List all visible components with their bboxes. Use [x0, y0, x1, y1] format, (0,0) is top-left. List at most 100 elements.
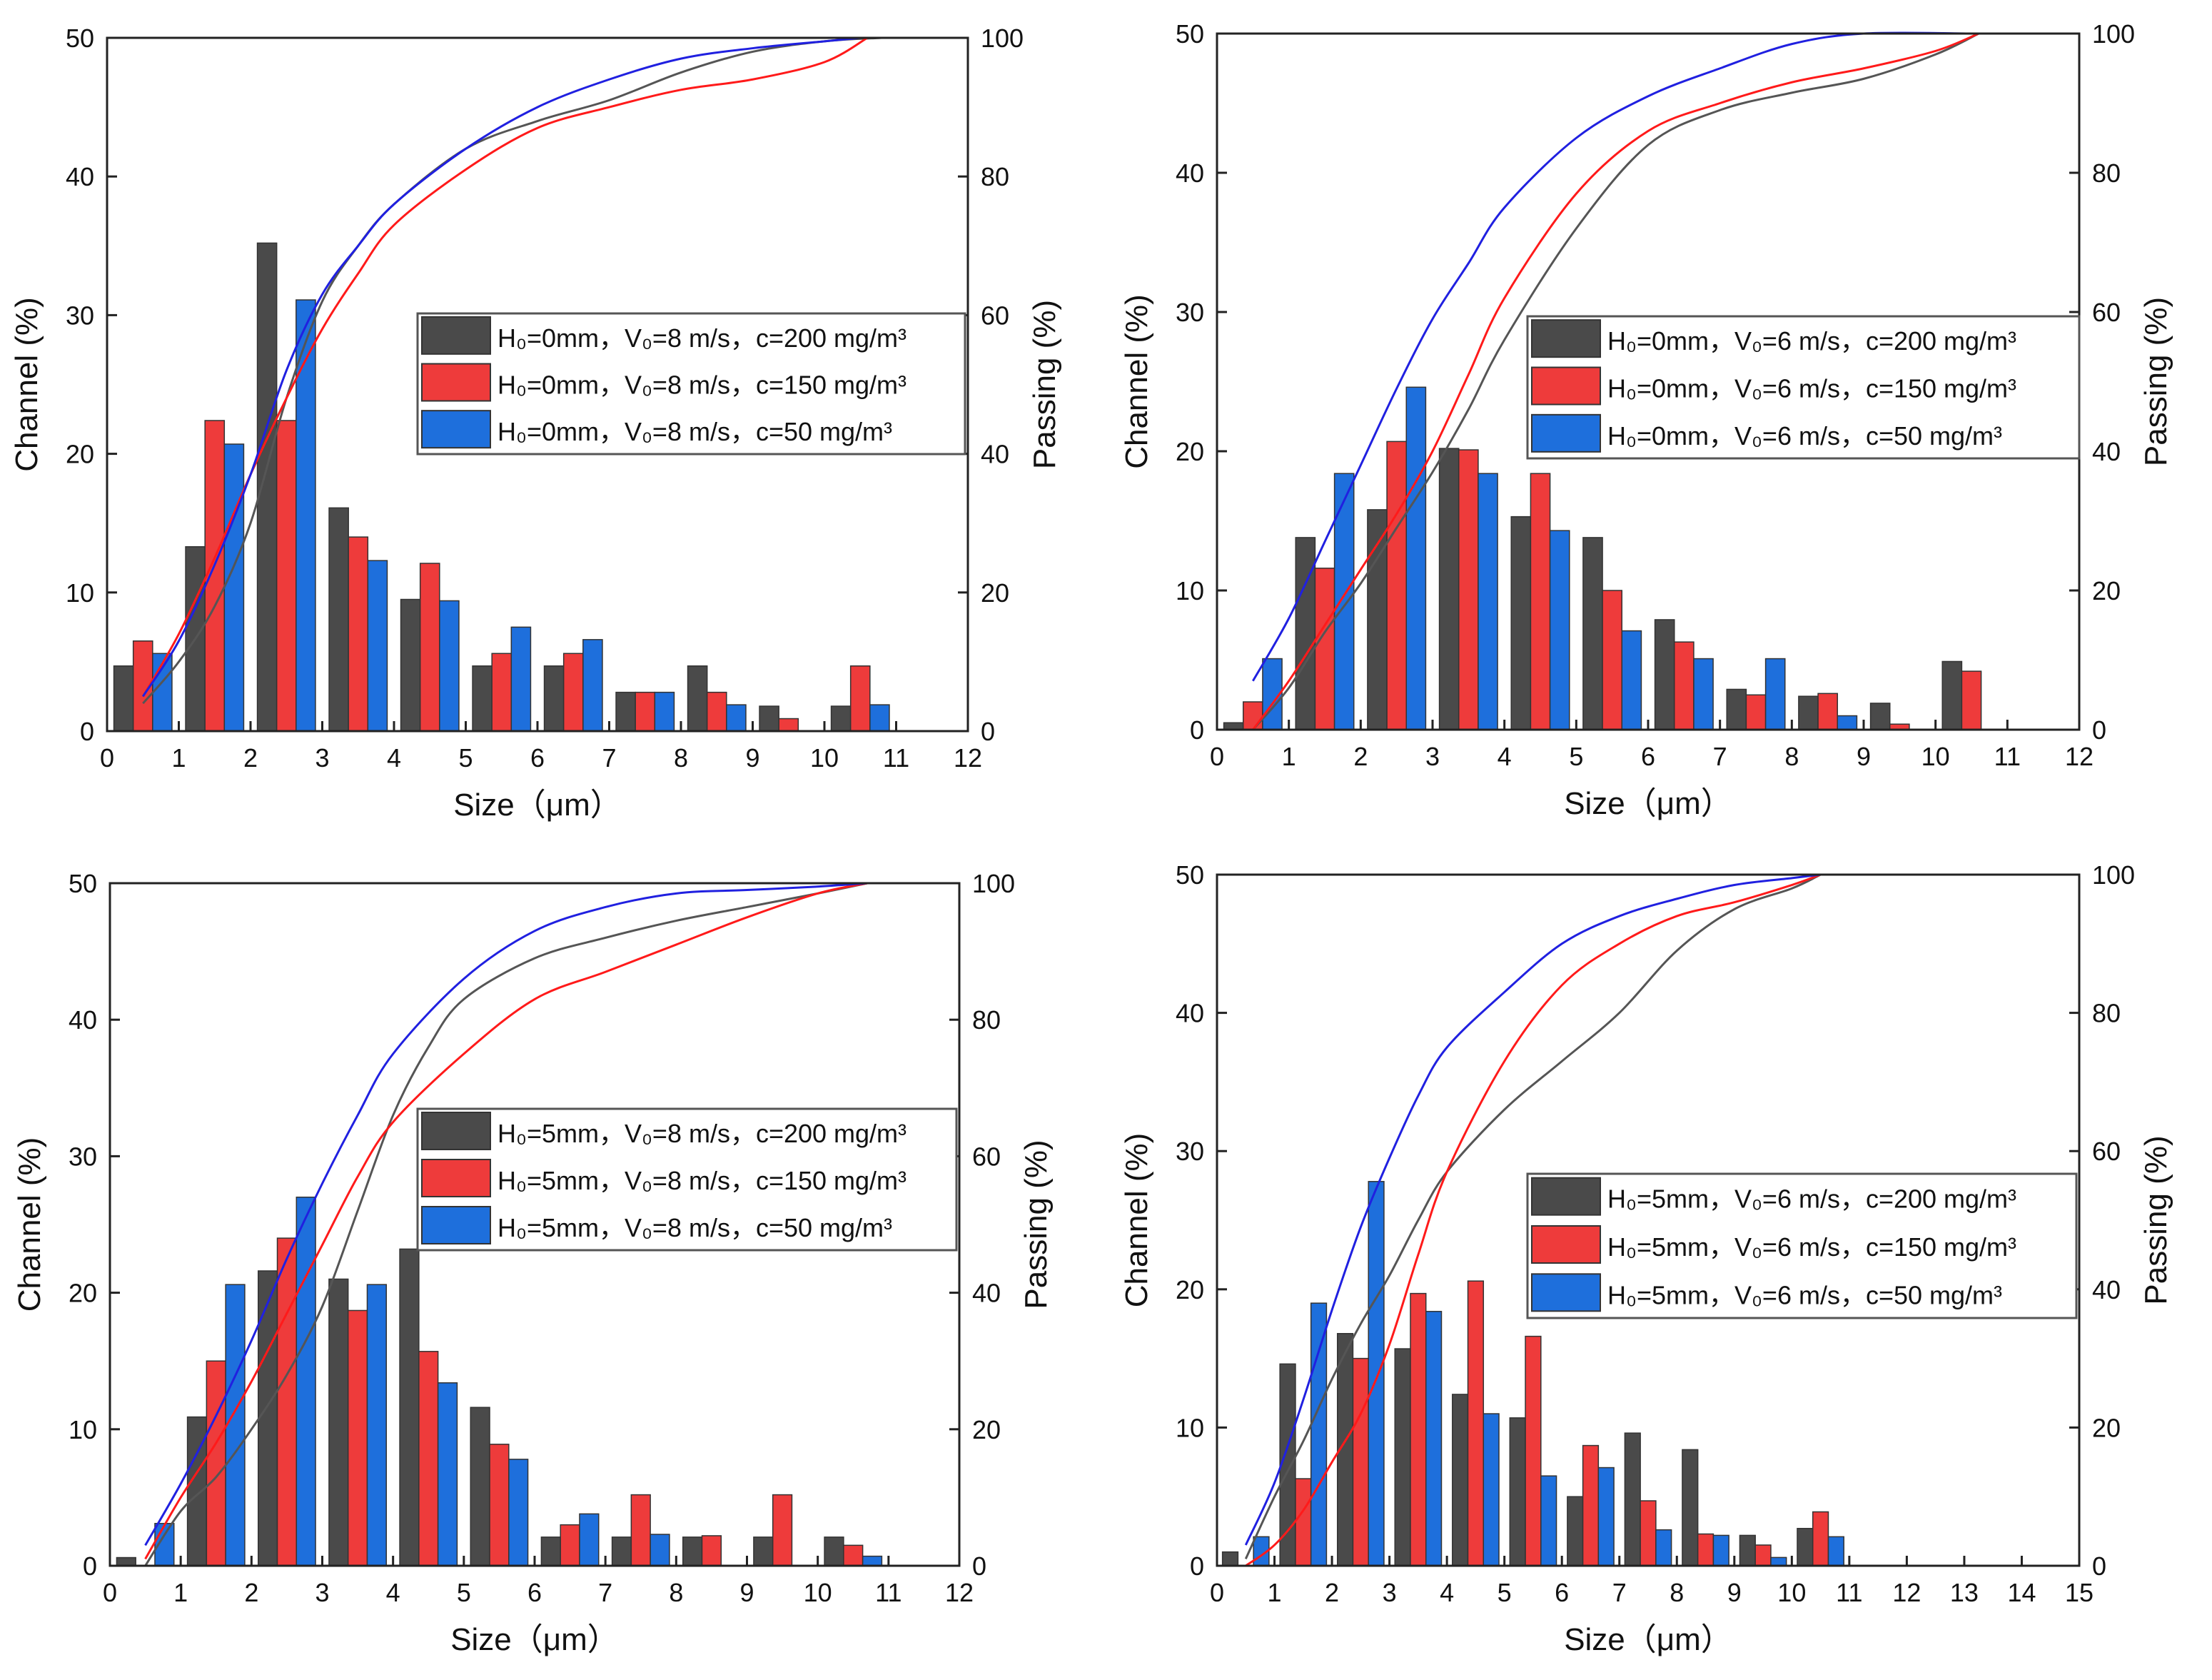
legend: H₀=5mm，V₀=6 m/s，c=200 mg/m³ H₀=5mm，V₀=6 m… — [1526, 1172, 2078, 1319]
y2-tick-label: 40 — [2092, 1275, 2121, 1304]
y-tick-label: 50 — [1176, 860, 1204, 890]
bar-red — [418, 1351, 439, 1566]
x-axis-title: Size（μm） — [450, 1622, 619, 1657]
y-tick-label: 30 — [66, 301, 94, 330]
bar-blue — [1712, 1534, 1729, 1566]
bar-red — [706, 691, 727, 732]
bar-red — [635, 691, 656, 732]
bar-red — [419, 563, 440, 732]
bar-blue — [1621, 630, 1642, 730]
bar-red — [489, 1444, 510, 1566]
y2-tick-label: 100 — [981, 24, 1024, 53]
y-tick-label: 20 — [69, 1279, 97, 1308]
passing-curve-red — [144, 882, 868, 1560]
x-tick-label: 1 — [1268, 1578, 1282, 1607]
bar-red — [772, 1494, 793, 1566]
bar-blue — [510, 626, 532, 732]
x-tick-label: 7 — [1713, 742, 1727, 771]
bar-gray — [1682, 1449, 1699, 1566]
x-tick-label: 8 — [1784, 742, 1799, 771]
x-tick-label: 6 — [1555, 1578, 1569, 1607]
x-tick-label: 4 — [1440, 1578, 1454, 1607]
bar-blue — [1827, 1536, 1844, 1566]
legend-label: H₀=0mm，V₀=8 m/s，c=50 mg/m³ — [498, 417, 892, 446]
x-tick-label: 9 — [1857, 742, 1871, 771]
bar-red — [1467, 1280, 1485, 1566]
legend-swatch-blue — [421, 410, 491, 449]
bar-red — [562, 653, 584, 732]
x-tick-label: 4 — [1498, 742, 1512, 771]
y2-tick-label: 80 — [2092, 159, 2121, 188]
bar-red — [491, 653, 512, 732]
legend-swatch-red — [421, 1159, 491, 1197]
y-tick-label: 10 — [69, 1415, 97, 1444]
y-tick-label: 40 — [66, 162, 94, 191]
y2-axis-title: Passing (%) — [2138, 1135, 2173, 1304]
bar-gray — [540, 1536, 561, 1566]
x-tick-label: 3 — [1383, 1578, 1397, 1607]
bar-red — [276, 1237, 298, 1566]
bar-gray — [682, 1536, 703, 1566]
legend-swatch-red — [421, 363, 491, 402]
passing-curve-gray — [1244, 873, 1822, 1559]
bar-gray — [256, 242, 278, 732]
x-tick-label: 2 — [243, 743, 258, 773]
bar-gray — [1510, 515, 1532, 730]
x-tick-label: 10 — [1921, 742, 1950, 771]
bar-gray — [1295, 537, 1316, 730]
bar-red — [1582, 1444, 1600, 1566]
y-axis-title: Channel (%) — [1119, 1133, 1154, 1308]
y-tick-label: 20 — [1176, 437, 1204, 466]
bar-red — [206, 1360, 226, 1566]
x-tick-label: 5 — [1569, 742, 1583, 771]
bar-gray — [1567, 1496, 1584, 1566]
x-tick-label: 12 — [945, 1578, 974, 1607]
legend-label: H₀=5mm，V₀=6 m/s，c=200 mg/m³ — [1607, 1184, 2016, 1214]
x-tick-label: 9 — [745, 743, 759, 773]
y2-tick-label: 0 — [981, 717, 995, 746]
y-tick-label: 0 — [1190, 715, 1204, 745]
legend-swatch-blue — [1531, 1273, 1601, 1312]
legend-label: H₀=5mm，V₀=6 m/s，c=150 mg/m³ — [1607, 1232, 2016, 1262]
legend-label: H₀=5mm，V₀=8 m/s，c=200 mg/m³ — [498, 1119, 906, 1148]
bar-red — [701, 1535, 722, 1566]
bar-gray — [611, 1536, 632, 1566]
x-tick-label: 3 — [315, 1578, 329, 1607]
bar-gray — [830, 705, 852, 732]
legend-swatch-red — [1531, 1225, 1601, 1264]
bar-blue — [367, 560, 388, 732]
y-tick-label: 0 — [83, 1551, 97, 1581]
x-tick-label: 11 — [1994, 742, 2021, 771]
bar-gray — [687, 665, 708, 732]
passing-curve-red — [1252, 32, 1979, 730]
bar-blue — [1405, 386, 1427, 730]
x-tick-label: 0 — [100, 743, 114, 773]
bar-blue — [508, 1459, 529, 1566]
x-tick-label: 5 — [1498, 1578, 1512, 1607]
bar-red — [630, 1494, 651, 1566]
bar-red — [1817, 693, 1839, 730]
legend-box — [1526, 1172, 2078, 1319]
y-tick-label: 40 — [1176, 999, 1204, 1028]
bar-gray — [116, 1556, 136, 1566]
y-tick-label: 0 — [1190, 1551, 1204, 1581]
x-tick-label: 2 — [1325, 1578, 1339, 1607]
y-tick-label: 10 — [66, 578, 94, 608]
bar-gray — [470, 1407, 490, 1566]
bar-gray — [1797, 1527, 1814, 1566]
x-axis-title: Size（μm） — [453, 788, 622, 823]
legend-box — [1526, 315, 2081, 460]
bar-blue — [1549, 530, 1570, 730]
x-tick-label: 7 — [1612, 1578, 1627, 1607]
y2-tick-label: 100 — [972, 869, 1015, 898]
bar-blue — [366, 1284, 387, 1566]
bar-red — [276, 420, 297, 732]
y2-tick-label: 60 — [981, 301, 1009, 330]
passing-curve-blue — [144, 882, 868, 1546]
bar-gray — [759, 705, 779, 732]
x-axis-title: Size（μm） — [1564, 786, 1732, 821]
x-tick-label: 10 — [804, 1578, 832, 1607]
y-axis-title: Channel (%) — [1119, 294, 1154, 469]
y2-tick-label: 80 — [972, 1005, 1001, 1035]
bar-red — [560, 1524, 580, 1566]
